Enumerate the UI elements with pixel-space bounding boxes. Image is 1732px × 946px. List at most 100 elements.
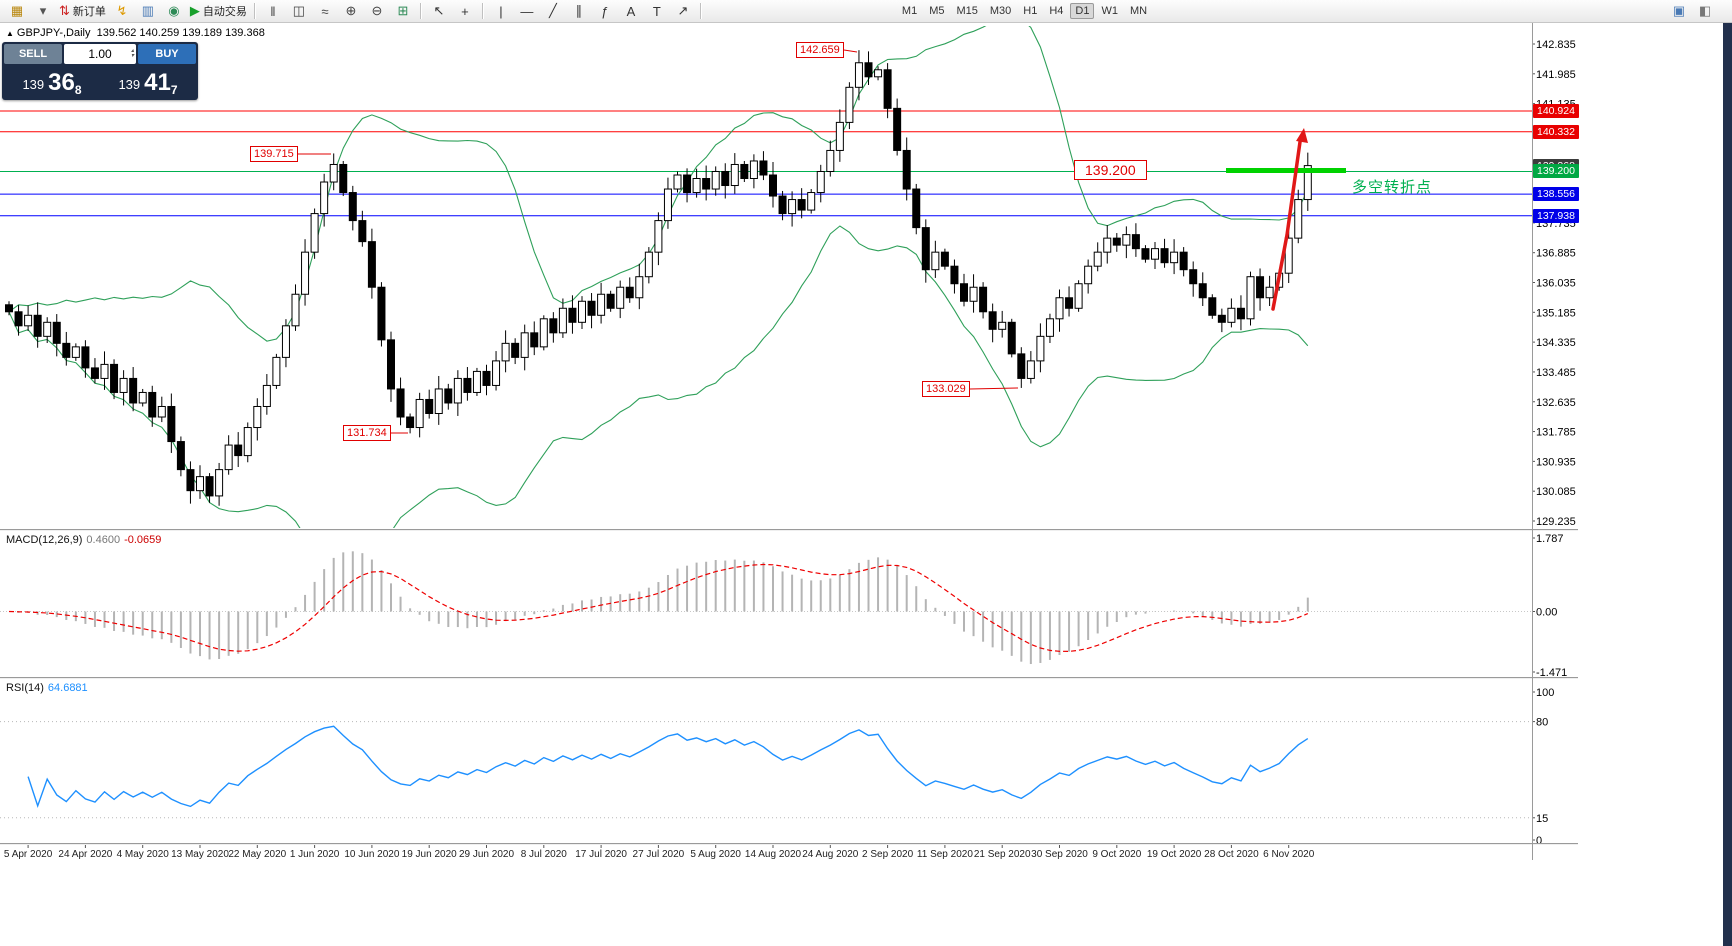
svg-text:130.085: 130.085 bbox=[1536, 486, 1576, 498]
sell-price[interactable]: 139 36 8 bbox=[4, 64, 100, 98]
time-axis: 5 Apr 2020 24 Apr 2020 4 May 2020 13 May 20… bbox=[4, 844, 1315, 860]
text-icon[interactable]: A bbox=[619, 2, 643, 20]
price-level-label: 139.200 bbox=[1074, 160, 1147, 180]
equidistant-channel-icon[interactable]: ∥ bbox=[567, 2, 591, 20]
crosshair-icon: + bbox=[461, 3, 469, 19]
panel-resize-handle[interactable] bbox=[0, 529, 1578, 531]
buy-button[interactable]: BUY bbox=[138, 44, 196, 64]
svg-text:142.835: 142.835 bbox=[1536, 39, 1576, 51]
line-chart-icon: ≈ bbox=[321, 3, 329, 19]
timeframe-h4[interactable]: H4 bbox=[1049, 5, 1064, 17]
indicators-icon[interactable]: ▣ bbox=[1667, 2, 1691, 20]
toolbar-separator bbox=[699, 3, 702, 19]
trendline-icon[interactable]: ╱ bbox=[541, 2, 565, 20]
timeframe-mn[interactable]: MN bbox=[1129, 5, 1148, 17]
sell-button[interactable]: SELL bbox=[4, 44, 62, 64]
new-order-button-label: 新订单 bbox=[72, 6, 106, 18]
text-label-icon[interactable]: T bbox=[645, 2, 669, 20]
annotation-text: 多空转折点 bbox=[1352, 179, 1433, 196]
chart-title: GBPJPY-,Daily bbox=[16, 27, 91, 39]
svg-text:133.485: 133.485 bbox=[1536, 367, 1576, 379]
timeframe-m15[interactable]: M15 bbox=[956, 5, 978, 17]
svg-text:2 Sep 2020: 2 Sep 2020 bbox=[862, 849, 914, 860]
svg-text:100: 100 bbox=[1536, 687, 1554, 699]
autotrading-button: ▶ bbox=[189, 3, 200, 18]
vertical-line-icon[interactable]: | bbox=[489, 2, 513, 20]
svg-text:5 Apr 2020: 5 Apr 2020 bbox=[4, 849, 53, 860]
svg-text:13 May 2020: 13 May 2020 bbox=[171, 849, 229, 860]
svg-text:28 Oct 2020: 28 Oct 2020 bbox=[1204, 849, 1259, 860]
timeframe-w1[interactable]: W1 bbox=[1101, 5, 1118, 17]
chart-list-dropdown-icon[interactable]: ▾ bbox=[31, 2, 55, 20]
chart-ohlc-values: 139.562 140.259 139.189 139.368 bbox=[96, 27, 265, 39]
toolbar-separator bbox=[481, 3, 484, 19]
buy-pipette: 7 bbox=[170, 83, 178, 97]
timeframe-h1[interactable]: H1 bbox=[1023, 5, 1038, 17]
timeframe-m1[interactable]: M1 bbox=[901, 5, 918, 17]
bar-chart-icon[interactable]: ǁ bbox=[261, 2, 285, 20]
vertical-scrollbar[interactable] bbox=[1723, 23, 1732, 946]
candlestick-chart-icon[interactable]: ◫ bbox=[287, 2, 311, 20]
svg-text:135.185: 135.185 bbox=[1536, 307, 1576, 319]
toolbar-separator bbox=[419, 3, 422, 19]
svg-text:0: 0 bbox=[1536, 835, 1542, 847]
chart-plot-area[interactable] bbox=[0, 23, 1532, 843]
svg-text:1.787: 1.787 bbox=[1536, 533, 1564, 545]
price-axis-border bbox=[1532, 23, 1533, 860]
sell-pips: 36 bbox=[48, 69, 75, 96]
svg-text:136.035: 136.035 bbox=[1536, 278, 1576, 290]
crosshair-icon[interactable]: + bbox=[453, 2, 477, 20]
spin-down-icon[interactable]: ▾ bbox=[130, 53, 134, 59]
arrows-icon: ↗ bbox=[677, 3, 689, 18]
one-click-toggle-icon[interactable]: ▲ bbox=[6, 29, 14, 38]
terminal-icon[interactable]: ▥ bbox=[136, 2, 160, 20]
line-chart-icon[interactable]: ≈ bbox=[313, 2, 337, 20]
rsi-label: RSI(14) bbox=[6, 682, 44, 694]
zoom-in-icon[interactable]: ⊕ bbox=[339, 2, 363, 20]
timeframe-m5[interactable]: M5 bbox=[929, 5, 945, 17]
tile-windows-icon[interactable]: ⊞ bbox=[391, 2, 415, 20]
fibonacci-icon[interactable]: ƒ bbox=[593, 2, 617, 20]
cursor-icon[interactable]: ↖ bbox=[427, 2, 451, 20]
macd-header: MACD(12,26,9) 0.4600 -0.0659 bbox=[6, 534, 161, 546]
autotrading-button[interactable]: ▶ 自动交易 bbox=[188, 2, 249, 20]
timeframe-d1[interactable]: D1 bbox=[1070, 3, 1095, 19]
horizontal-line-icon[interactable]: ― bbox=[515, 2, 539, 20]
buy-pips: 41 bbox=[144, 69, 171, 96]
text-label-icon: T bbox=[652, 3, 661, 19]
volume-spinner[interactable]: ▴ ▾ bbox=[130, 48, 134, 59]
market-watch-icon: ◉ bbox=[168, 3, 180, 18]
vertical-line-icon: | bbox=[499, 3, 503, 19]
timeframe-m30[interactable]: M30 bbox=[989, 5, 1012, 17]
panel-resize-handle[interactable] bbox=[0, 677, 1578, 679]
new-chart-icon[interactable]: ▦ bbox=[5, 2, 29, 20]
price-tag: 140.924 bbox=[1533, 104, 1579, 119]
price-tag: 139.368 bbox=[1533, 158, 1579, 173]
volume-input[interactable]: ▴▾ bbox=[64, 44, 136, 64]
toolbar-separator bbox=[253, 3, 256, 19]
svg-text:1 Jun 2020: 1 Jun 2020 bbox=[290, 849, 340, 860]
macd-label: MACD(12,26,9) bbox=[6, 534, 83, 546]
chart-properties-icon[interactable]: ◧ bbox=[1693, 2, 1717, 20]
volume-input-field[interactable] bbox=[64, 46, 136, 62]
price-tag: 139.200 bbox=[1533, 164, 1579, 179]
market-watch-icon[interactable]: ◉ bbox=[162, 2, 186, 20]
zoom-in-icon: ⊕ bbox=[345, 3, 357, 18]
metaeditor-icon[interactable]: ↯ bbox=[110, 2, 134, 20]
new-order-button[interactable]: ⇅ 新订单 bbox=[57, 2, 108, 20]
arrows-icon[interactable]: ↗ bbox=[671, 2, 695, 20]
zoom-out-icon[interactable]: ⊖ bbox=[365, 2, 389, 20]
svg-text:129.235: 129.235 bbox=[1536, 516, 1576, 528]
svg-text:80: 80 bbox=[1536, 717, 1548, 729]
rsi-value: 64.6881 bbox=[47, 682, 88, 694]
metaeditor-icon: ↯ bbox=[116, 3, 128, 18]
macd-signal-value: -0.0659 bbox=[124, 534, 162, 546]
svg-text:15: 15 bbox=[1536, 813, 1548, 825]
autotrading-button-label: 自动交易 bbox=[202, 6, 247, 18]
time-axis-separator bbox=[0, 843, 1578, 845]
svg-text:30 Sep 2020: 30 Sep 2020 bbox=[1031, 849, 1088, 860]
svg-text:130.935: 130.935 bbox=[1536, 456, 1576, 468]
buy-price[interactable]: 139 41 7 bbox=[100, 64, 196, 98]
bar-chart-icon: ǁ bbox=[270, 3, 276, 19]
